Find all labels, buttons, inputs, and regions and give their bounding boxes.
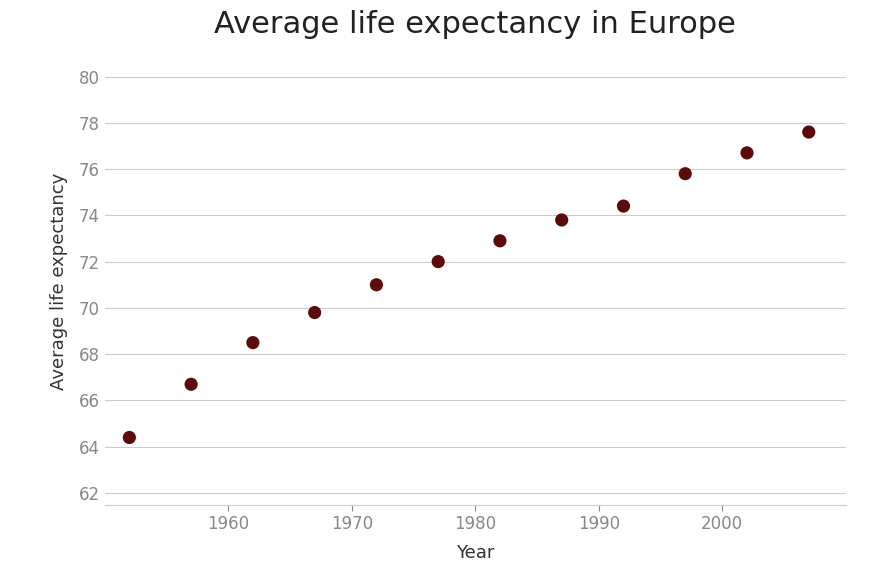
Point xyxy=(246,338,260,347)
Point xyxy=(184,380,198,389)
Point xyxy=(801,128,815,137)
Point xyxy=(122,433,136,442)
Point xyxy=(432,257,446,266)
Y-axis label: Average life expectancy: Average life expectancy xyxy=(50,173,67,390)
Point xyxy=(678,169,692,178)
Point xyxy=(370,280,384,289)
Point xyxy=(493,236,507,245)
Point xyxy=(617,201,630,211)
Point xyxy=(308,308,322,317)
Title: Average life expectancy in Europe: Average life expectancy in Europe xyxy=(215,10,736,39)
Point xyxy=(740,148,754,158)
X-axis label: Year: Year xyxy=(456,544,494,562)
Point xyxy=(555,215,569,224)
